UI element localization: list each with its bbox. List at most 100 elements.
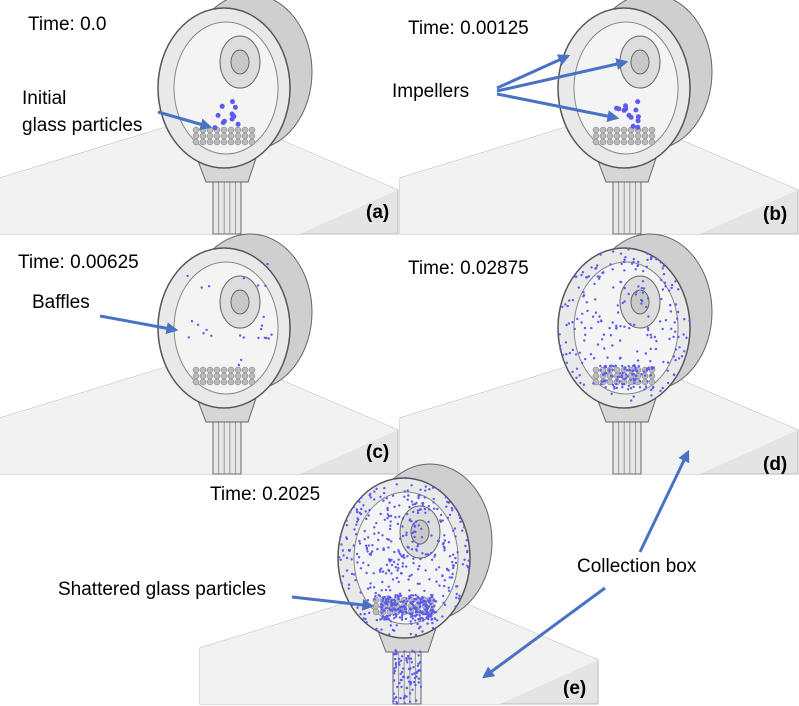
glass-bead — [593, 373, 599, 379]
particle — [619, 339, 621, 341]
particle — [400, 686, 402, 688]
particle — [619, 380, 621, 382]
particle — [637, 261, 639, 263]
particle — [576, 368, 578, 370]
particle — [655, 348, 657, 350]
particle — [346, 524, 348, 526]
particle — [264, 337, 266, 339]
particle — [578, 286, 580, 288]
particle — [633, 395, 635, 397]
particle — [630, 379, 632, 381]
hub-core — [631, 290, 649, 314]
particle — [620, 253, 622, 255]
particle — [405, 477, 407, 479]
particle — [633, 108, 638, 113]
particle — [398, 581, 400, 583]
particle — [401, 616, 403, 618]
particle — [353, 544, 355, 546]
particle — [188, 336, 190, 338]
particle — [430, 618, 432, 620]
glass-bead — [614, 367, 620, 373]
particle — [399, 553, 401, 555]
glass-bead — [607, 379, 613, 385]
particle — [605, 386, 607, 388]
particle — [417, 497, 419, 499]
particle — [389, 528, 391, 530]
particle — [612, 321, 614, 323]
particle — [580, 274, 582, 276]
particle — [645, 306, 647, 308]
particle — [409, 692, 411, 694]
particle — [410, 484, 412, 486]
particle — [583, 339, 585, 341]
particle — [571, 371, 573, 373]
particle — [390, 572, 392, 574]
particle — [664, 282, 666, 284]
glass-bead — [214, 367, 220, 373]
particle — [468, 569, 470, 571]
glass-bead — [621, 139, 627, 145]
glass-bead — [621, 133, 627, 139]
annotation: Collection box — [577, 556, 697, 577]
particle — [388, 502, 390, 504]
particle — [667, 370, 669, 372]
glass-bead — [607, 139, 613, 145]
particle — [395, 651, 397, 653]
particle — [378, 532, 380, 534]
particle — [365, 545, 367, 547]
particle — [369, 586, 371, 588]
particle — [630, 387, 632, 389]
glass-bead — [235, 127, 241, 133]
particle — [579, 374, 581, 376]
particle — [393, 614, 395, 616]
particle — [368, 544, 370, 546]
particle — [601, 381, 603, 383]
particle — [409, 668, 411, 670]
particle — [430, 552, 432, 554]
glass-bead — [614, 133, 620, 139]
particle — [379, 496, 381, 498]
particle — [616, 379, 618, 381]
particle — [427, 553, 429, 555]
glass-bead — [607, 133, 613, 139]
particle — [643, 370, 645, 372]
particle — [401, 619, 403, 621]
particle — [611, 393, 613, 395]
glass-bead — [228, 139, 234, 145]
particle — [645, 352, 647, 354]
particle — [584, 327, 586, 329]
particle — [403, 600, 405, 602]
particle — [220, 104, 225, 109]
particle — [425, 485, 427, 487]
particle — [454, 605, 456, 607]
panel-label: (c) — [366, 442, 389, 463]
particle — [379, 571, 381, 573]
particle — [383, 487, 385, 489]
annotation: Baffles — [32, 292, 90, 313]
glass-bead — [242, 367, 248, 373]
particle — [390, 599, 392, 601]
particle — [597, 343, 599, 345]
glass-bead — [593, 133, 599, 139]
glass-bead — [249, 133, 255, 139]
particle — [452, 573, 454, 575]
particle — [655, 340, 657, 342]
particle — [351, 573, 353, 575]
particle — [635, 99, 640, 104]
particle — [433, 508, 435, 510]
particle — [388, 515, 390, 517]
particle — [401, 655, 403, 657]
particle — [615, 365, 617, 367]
particle — [598, 315, 600, 317]
particle — [381, 534, 383, 536]
particle — [392, 603, 394, 605]
particle — [440, 514, 442, 516]
particle — [399, 601, 401, 603]
particle — [411, 548, 413, 550]
glass-bead — [235, 379, 241, 385]
hub-core — [231, 290, 249, 314]
particle — [380, 567, 382, 569]
particle — [628, 327, 630, 329]
particle — [382, 596, 384, 598]
particle — [418, 565, 420, 567]
